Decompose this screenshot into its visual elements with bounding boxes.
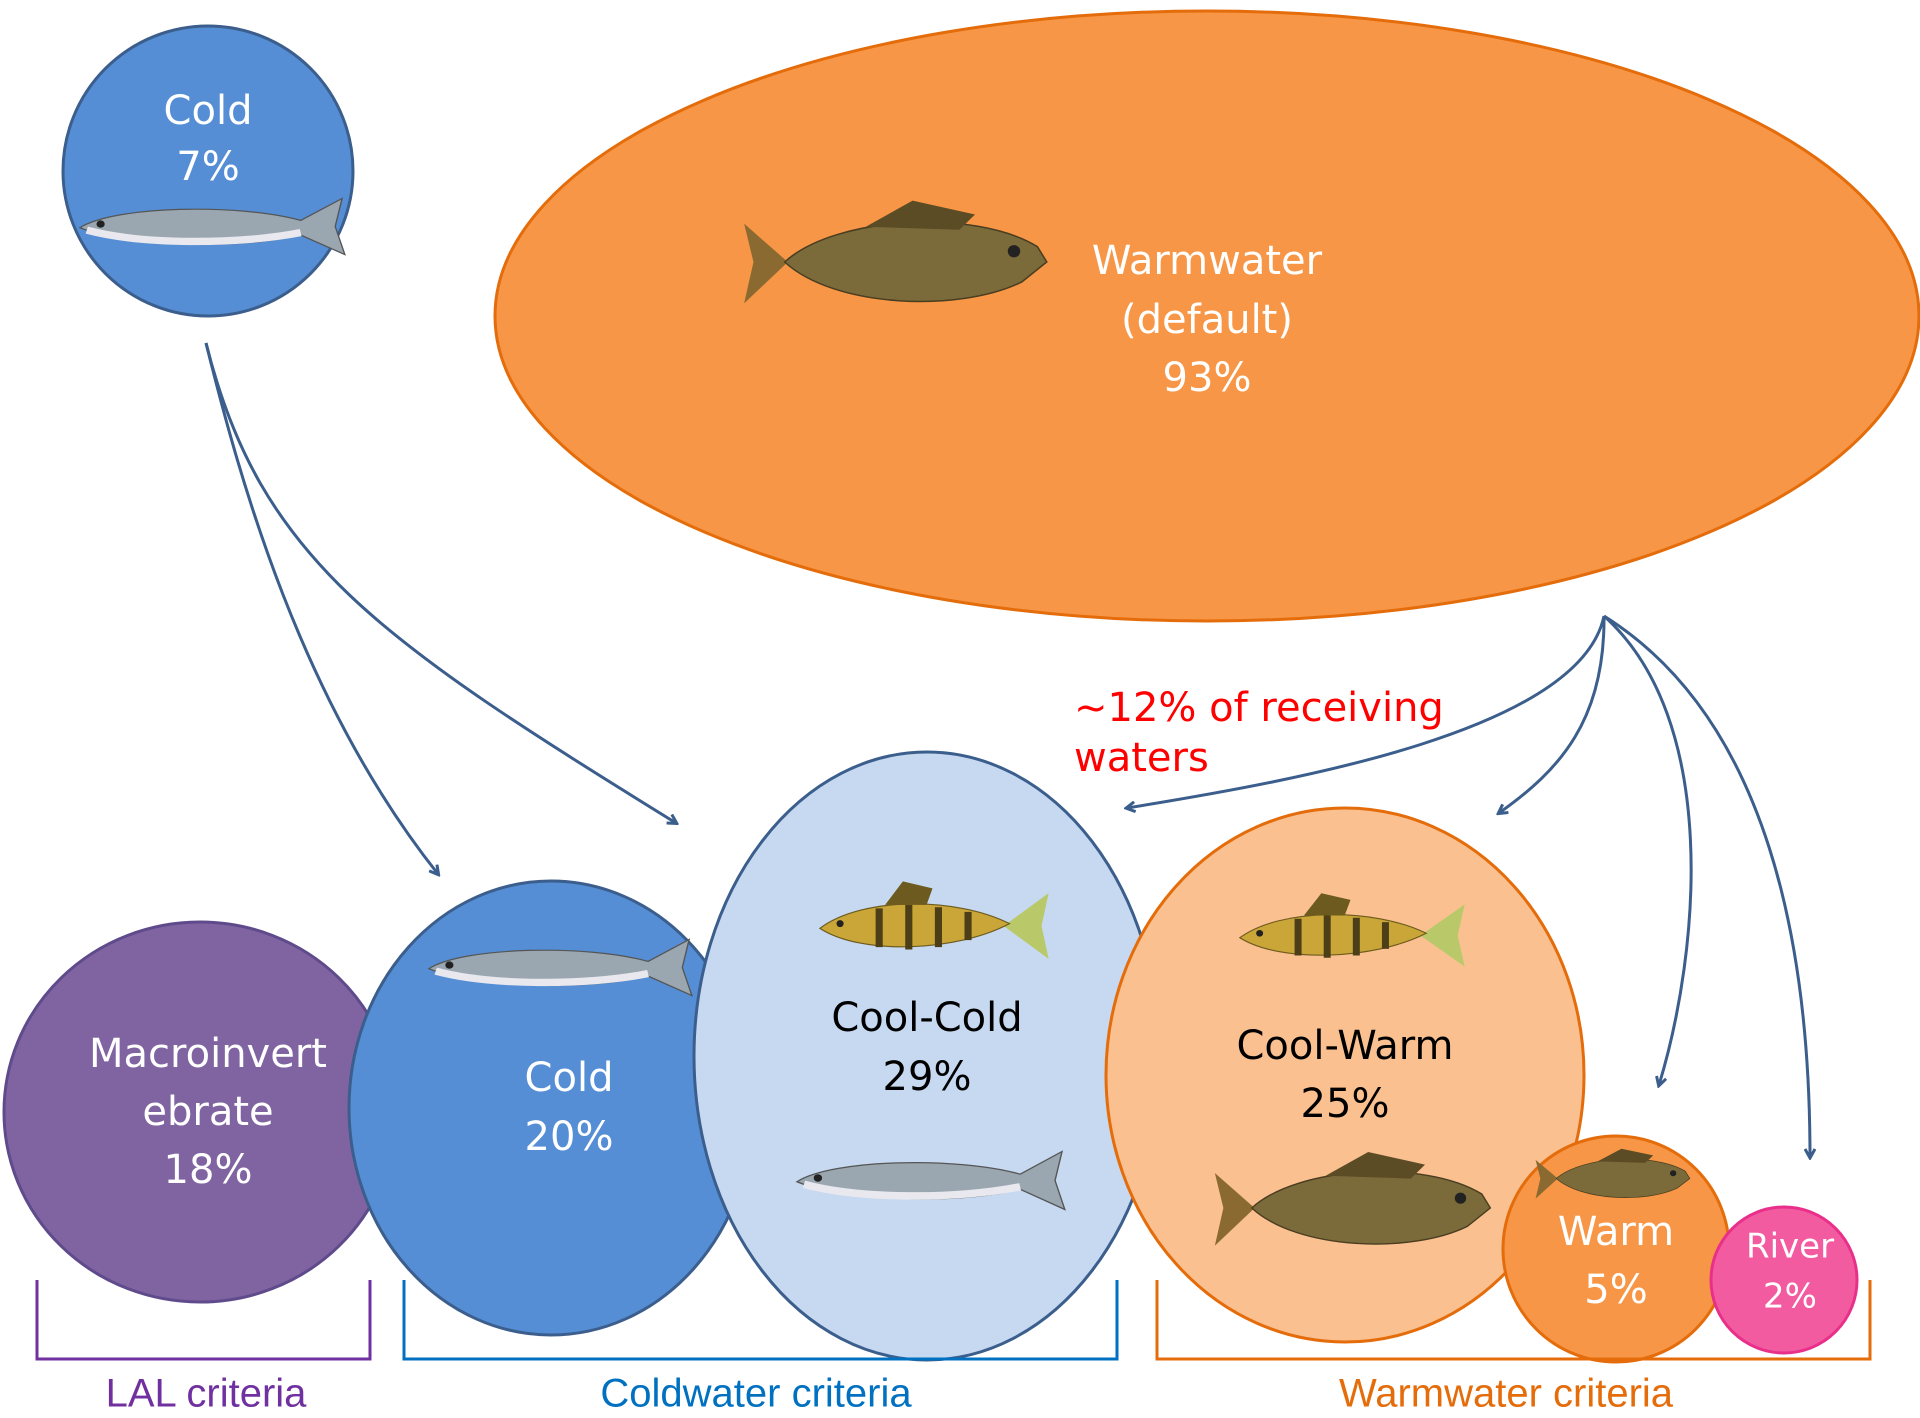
node-label: Warm: [1558, 1209, 1674, 1255]
annotation: waters: [1074, 735, 1209, 781]
arrow: [1604, 616, 1810, 1157]
group-label: Coldwater criteria: [600, 1372, 912, 1416]
node-label: ebrate: [142, 1089, 273, 1135]
node-value: 93%: [1163, 355, 1252, 401]
node-label: Warmwater: [1092, 238, 1323, 284]
node-label: Cold: [525, 1055, 614, 1101]
arrow: [1499, 616, 1604, 813]
node-value: 2%: [1763, 1277, 1817, 1317]
group-label: LAL criteria: [106, 1372, 308, 1416]
node-value: 25%: [1301, 1081, 1390, 1127]
arrow: [1604, 616, 1691, 1085]
node-value: 29%: [883, 1054, 972, 1100]
diagram: Cold 7% Warmwater (default) 93% Macroinv…: [0, 0, 1920, 1418]
annotation: ~12% of receiving: [1074, 685, 1444, 731]
node-label: Macroinvert: [89, 1031, 327, 1077]
node-label: River: [1746, 1227, 1834, 1267]
group-label: Warmwater criteria: [1339, 1372, 1674, 1416]
node-label: Cool-Warm: [1236, 1023, 1453, 1069]
arrow: [206, 343, 438, 874]
node-label: Cool-Cold: [831, 995, 1022, 1041]
node-value: 5%: [1584, 1267, 1647, 1313]
cold-circle: [349, 881, 753, 1335]
node-label: Cold: [164, 88, 253, 134]
node-value: 20%: [525, 1114, 614, 1160]
node-label: (default): [1121, 297, 1293, 343]
node-value: 7%: [176, 144, 239, 190]
node-value: 18%: [164, 1147, 253, 1193]
